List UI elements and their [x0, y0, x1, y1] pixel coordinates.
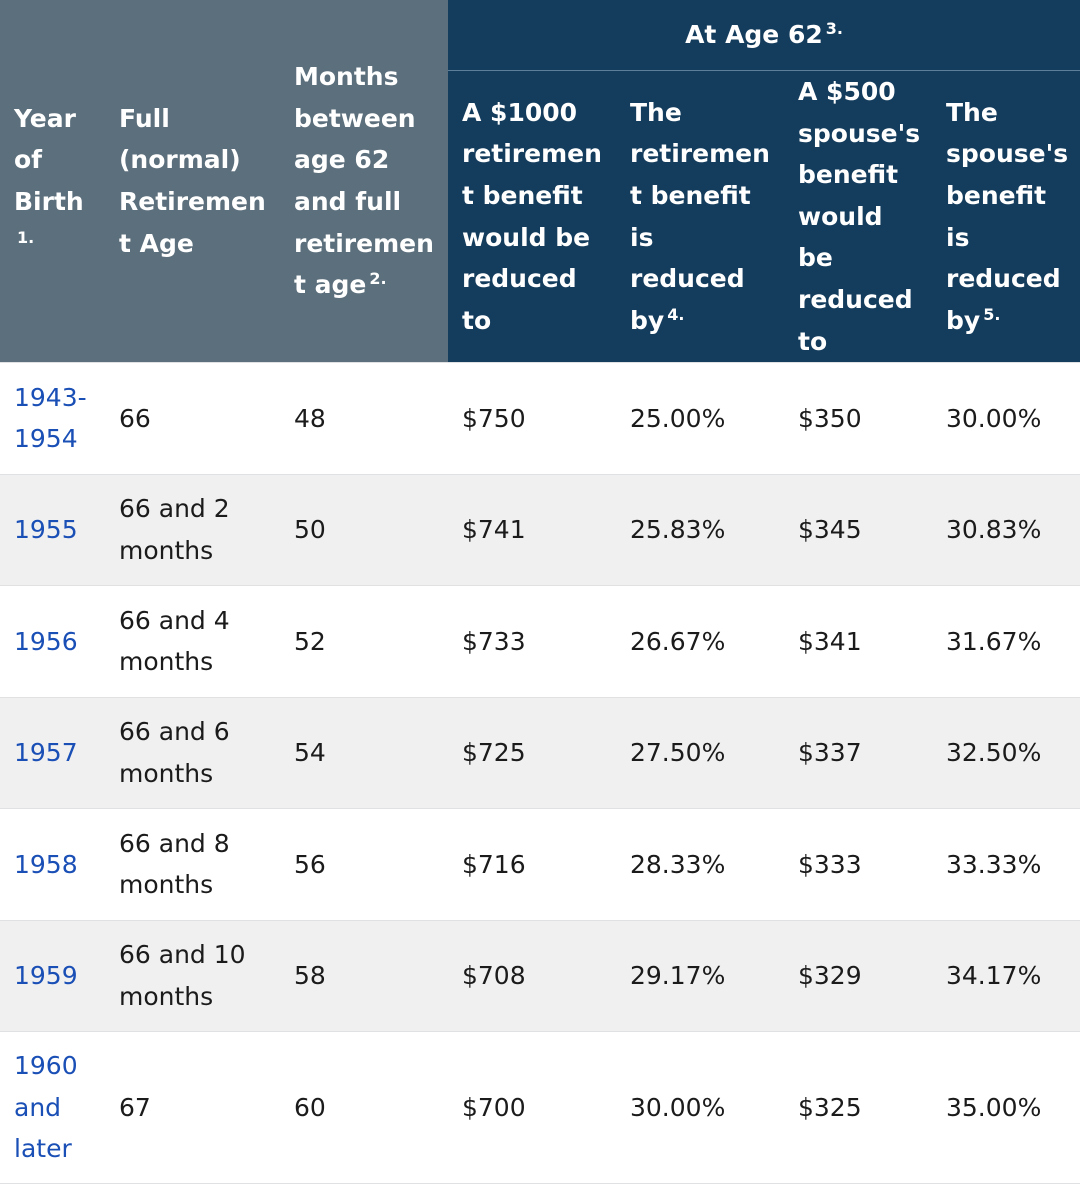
benefit-1000-cell: $716 — [448, 808, 616, 921]
full-retirement-age-cell: 66 and 2 months — [105, 473, 280, 586]
year-of-birth-link[interactable]: 1960 and later — [0, 1031, 105, 1184]
full-retirement-age-cell: 66 and 4 months — [105, 585, 280, 698]
header-spouse-reduced-label: The spouse's benefit is reduced by — [946, 97, 1069, 335]
benefit-500-cell: $329 — [784, 919, 932, 1032]
months-between-cell: 58 — [280, 919, 448, 1032]
full-retirement-age-cell: 67 — [105, 1031, 280, 1184]
spouse-reduction-cell: 31.67% — [932, 585, 1080, 698]
year-of-birth-link[interactable]: 1956 — [0, 585, 105, 698]
retirement-reduction-cell: 27.50% — [616, 696, 784, 809]
year-of-birth-link[interactable]: 1957 — [0, 696, 105, 809]
spouse-reduction-cell: 34.17% — [932, 919, 1080, 1032]
spouse-reduction-cell: 30.83% — [932, 473, 1080, 586]
months-between-cell: 50 — [280, 473, 448, 586]
benefit-500-cell: $337 — [784, 696, 932, 809]
retirement-reduction-cell: 25.00% — [616, 362, 784, 475]
retirement-reduction-cell: 25.83% — [616, 473, 784, 586]
months-between-cell: 60 — [280, 1031, 448, 1184]
footnote-3: 3. — [825, 19, 843, 39]
benefit-1000-cell: $750 — [448, 362, 616, 475]
months-between-cell: 56 — [280, 808, 448, 921]
table-row: 1960 and later 67 60 $700 30.00% $325 35… — [0, 1031, 1080, 1184]
retirement-reduction-cell: 29.17% — [616, 919, 784, 1032]
table-row: 1955 66 and 2 months 50 $741 25.83% $345… — [0, 473, 1080, 586]
table-row: 1959 66 and 10 months 58 $708 29.17% $32… — [0, 919, 1080, 1032]
footnote-1: 1. — [17, 227, 35, 247]
header-full-retirement-age: Full (normal) Retirement Age — [105, 0, 280, 363]
header-benefit-500: A $500 spouse's benefit would be reduced… — [784, 70, 932, 363]
header-year-of-birth-label: Year of Birth — [14, 103, 84, 217]
benefit-500-cell: $345 — [784, 473, 932, 586]
year-of-birth-link[interactable]: 1943-1954 — [0, 362, 105, 475]
footnote-2: 2. — [369, 269, 387, 289]
header-row-sub: A $1000 retirement benefit would be redu… — [0, 70, 1080, 363]
spouse-reduction-cell: 33.33% — [932, 808, 1080, 921]
header-at-age-62: At Age 62 3. — [448, 0, 1080, 71]
spouse-reduction-cell: 30.00% — [932, 362, 1080, 475]
full-retirement-age-cell: 66 and 8 months — [105, 808, 280, 921]
benefit-1000-cell: $725 — [448, 696, 616, 809]
header-months-between-label: Months between age 62 and full retiremen… — [294, 62, 434, 300]
retirement-reduction-cell: 28.33% — [616, 808, 784, 921]
benefit-500-cell: $341 — [784, 585, 932, 698]
footnote-4: 4. — [667, 304, 685, 324]
benefit-1000-cell: $741 — [448, 473, 616, 586]
header-year-of-birth: Year of Birth 1. — [0, 0, 105, 363]
table-row: 1943-1954 66 48 $750 25.00% $350 30.00% — [0, 362, 1080, 475]
retirement-reduction-cell: 30.00% — [616, 1031, 784, 1184]
full-retirement-age-cell: 66 — [105, 362, 280, 475]
benefit-1000-cell: $708 — [448, 919, 616, 1032]
year-of-birth-link[interactable]: 1955 — [0, 473, 105, 586]
months-between-cell: 54 — [280, 696, 448, 809]
year-of-birth-link[interactable]: 1958 — [0, 808, 105, 921]
benefit-500-cell: $325 — [784, 1031, 932, 1184]
table-row: 1956 66 and 4 months 52 $733 26.67% $341… — [0, 585, 1080, 698]
full-retirement-age-cell: 66 and 10 months — [105, 919, 280, 1032]
months-between-cell: 48 — [280, 362, 448, 475]
table-row: 1958 66 and 8 months 56 $716 28.33% $333… — [0, 808, 1080, 921]
header-spouse-reduced: The spouse's benefit is reduced by 5. — [932, 70, 1080, 363]
year-of-birth-link[interactable]: 1959 — [0, 919, 105, 1032]
full-retirement-age-cell: 66 and 6 months — [105, 696, 280, 809]
table-body: 1943-1954 66 48 $750 25.00% $350 30.00% … — [0, 362, 1080, 1184]
header-retirement-reduced: The retirement benefit is reduced by 4. — [616, 70, 784, 363]
spouse-reduction-cell: 32.50% — [932, 696, 1080, 809]
spouse-reduction-cell: 35.00% — [932, 1031, 1080, 1184]
footnote-5: 5. — [983, 304, 1001, 324]
benefit-500-cell: $350 — [784, 362, 932, 475]
table-header: Year of Birth 1. Full (normal) Retirement… — [0, 0, 1080, 363]
retirement-reduction-cell: 26.67% — [616, 585, 784, 698]
header-at-age-62-label: At Age 62 — [685, 20, 823, 50]
header-row-group: Year of Birth 1. Full (normal) Retirement… — [0, 0, 1080, 363]
header-months-between: Months between age 62 and full retiremen… — [280, 0, 448, 363]
table-row: 1957 66 and 6 months 54 $725 27.50% $337… — [0, 696, 1080, 809]
benefit-500-cell: $333 — [784, 808, 932, 921]
benefit-1000-cell: $700 — [448, 1031, 616, 1184]
months-between-cell: 52 — [280, 585, 448, 698]
benefit-1000-cell: $733 — [448, 585, 616, 698]
header-benefit-1000: A $1000 retirement benefit would be redu… — [448, 70, 616, 363]
header-retirement-reduced-label: The retirement benefit is reduced by — [630, 97, 770, 335]
